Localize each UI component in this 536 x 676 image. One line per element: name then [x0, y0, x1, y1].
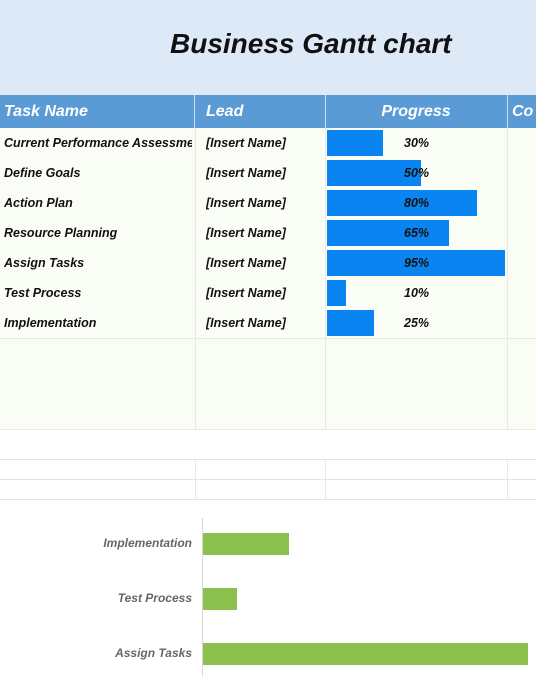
- page-title: Business Gantt chart: [170, 28, 452, 59]
- chart-category-label: Implementation: [103, 536, 192, 550]
- chart-category-label: Test Process: [117, 591, 192, 605]
- chart-bar: [203, 588, 237, 610]
- table-row[interactable]: Action Plan [Insert Name] 80%: [0, 188, 536, 219]
- progress-bar: [327, 220, 449, 246]
- progress-bar: [327, 160, 421, 186]
- blank-row[interactable]: [0, 459, 536, 480]
- empty-row[interactable]: [0, 369, 536, 400]
- column-divider: [507, 128, 508, 430]
- header-extra[interactable]: Co: [512, 103, 534, 120]
- table-header: Task Name Lead Progress Co: [0, 95, 536, 128]
- progress-label: 50%: [404, 166, 430, 180]
- progress-label: 65%: [404, 226, 430, 240]
- table-row[interactable]: Current Performance Assessment [Insert Na…: [0, 128, 536, 159]
- task-name-cell[interactable]: Implementation: [4, 316, 97, 330]
- column-divider: [325, 459, 326, 500]
- progress-label: 25%: [404, 316, 430, 330]
- progress-bar: [327, 190, 477, 216]
- column-divider: [325, 128, 326, 430]
- chart-category-label: Assign Tasks: [115, 646, 192, 660]
- header-divider: [194, 95, 195, 128]
- header-divider: [507, 95, 508, 128]
- lead-cell[interactable]: [Insert Name]: [206, 316, 286, 330]
- lead-cell[interactable]: [Insert Name]: [206, 196, 286, 210]
- progress-bar: [327, 250, 505, 276]
- task-name-cell[interactable]: Resource Planning: [4, 226, 118, 240]
- column-divider: [195, 128, 196, 430]
- header-divider: [325, 95, 326, 128]
- header-task-name[interactable]: Task Name: [4, 103, 88, 120]
- chart-bar: [203, 643, 528, 665]
- progress-bar: [327, 310, 374, 336]
- task-name-cell[interactable]: Current Performance Assessment: [4, 136, 192, 150]
- lead-cell[interactable]: [Insert Name]: [206, 136, 286, 150]
- lead-cell[interactable]: [Insert Name]: [206, 286, 286, 300]
- gantt-chart-axis: [202, 518, 203, 676]
- title-band: [0, 0, 536, 95]
- table-row[interactable]: Test Process [Insert Name] 10%: [0, 278, 536, 309]
- task-name-cell[interactable]: Test Process: [4, 286, 82, 300]
- column-divider: [507, 459, 508, 500]
- table-row[interactable]: Implementation [Insert Name] 25%: [0, 308, 536, 339]
- lead-cell[interactable]: [Insert Name]: [206, 226, 286, 240]
- column-divider: [195, 459, 196, 500]
- task-name-cell[interactable]: Assign Tasks: [4, 256, 85, 270]
- task-name-cell[interactable]: Define Goals: [4, 166, 81, 180]
- progress-label: 80%: [404, 196, 430, 210]
- blank-row[interactable]: [0, 439, 536, 460]
- task-name-cell[interactable]: Action Plan: [4, 196, 73, 210]
- table-row[interactable]: Define Goals [Insert Name] 50%: [0, 158, 536, 189]
- header-progress[interactable]: Progress: [381, 103, 451, 120]
- blank-row[interactable]: [0, 479, 536, 500]
- header-lead[interactable]: Lead: [206, 103, 244, 120]
- progress-label: 95%: [404, 256, 430, 270]
- progress-bar: [327, 280, 346, 306]
- chart-bar: [203, 533, 289, 555]
- lead-cell[interactable]: [Insert Name]: [206, 166, 286, 180]
- table-row[interactable]: Resource Planning [Insert Name] 65%: [0, 218, 536, 249]
- table-row[interactable]: Assign Tasks [Insert Name] 95%: [0, 248, 536, 279]
- empty-row[interactable]: [0, 399, 536, 430]
- progress-bar: [327, 130, 383, 156]
- progress-label: 30%: [404, 136, 430, 150]
- lead-cell[interactable]: [Insert Name]: [206, 256, 286, 270]
- progress-label: 10%: [404, 286, 430, 300]
- empty-row[interactable]: [0, 339, 536, 370]
